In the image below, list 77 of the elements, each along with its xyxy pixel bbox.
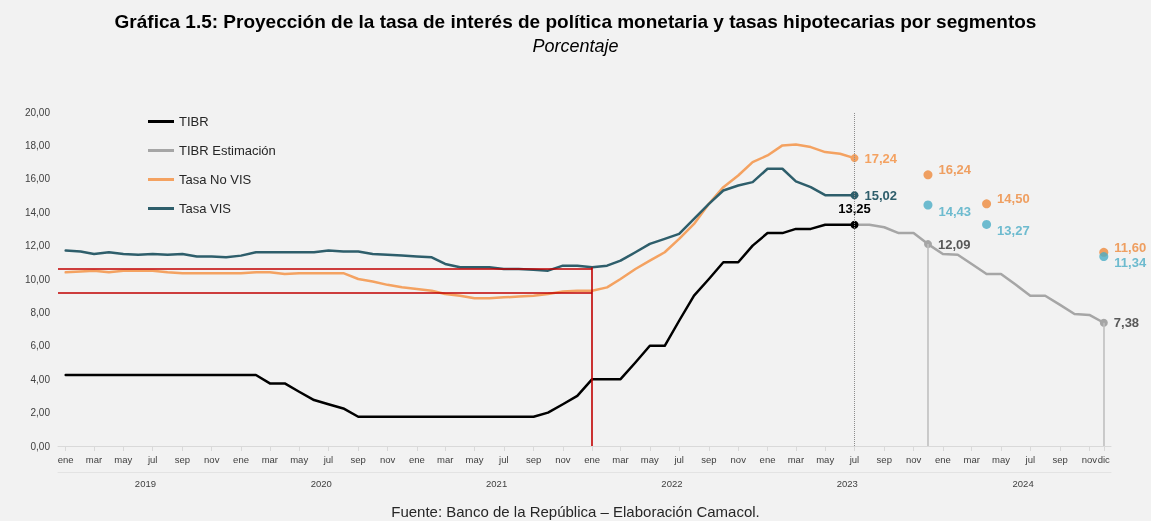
legend-label: Tasa VIS [179,201,232,216]
x-tick-label: may [114,453,133,465]
x-tick-label: nov [730,453,747,465]
x-tick-label: jul [673,453,684,465]
x2-tick-label: 2021 [486,477,508,489]
x-tick-label: jul [1024,453,1036,465]
x-tick-label: ene [408,453,425,465]
data-label: 17,24 [864,150,898,166]
x-tick-label: may [465,453,484,465]
x-tick-label: may [640,453,660,465]
x-tick-label: sep [350,453,366,465]
x-tick-label: mar [612,453,629,465]
x-tick-label: mar [963,453,980,465]
x-tick-label: sep [174,453,191,465]
x-tick-label: mar [85,453,103,465]
data-label: 14,50 [997,191,1030,207]
point [982,199,992,209]
x2-tick-label: 2024 [1012,477,1034,489]
y-tick-label: 6,00 [30,340,51,352]
x-tick-label: ene [233,453,249,465]
x-tick-label: sep [876,453,892,465]
x-tick-label: sep [1052,453,1068,465]
x-tick-label: dic [1097,453,1111,465]
x-tick-label: nov [905,453,922,465]
x-tick-label: jul [498,453,509,465]
data-label: 14,43 [938,203,972,219]
y-tick-label: 20,00 [24,106,51,118]
point [1099,252,1109,262]
x-tick-label: nov [1081,453,1098,465]
x-tick-label: nov [379,453,396,465]
data-label: 16,24 [938,162,972,178]
data-label: 15,02 [864,187,898,203]
data-label: 7,38 [1113,315,1140,331]
x-tick-label: sep [701,453,717,465]
data-label: 11,34 [1114,255,1147,271]
x-tick-label: may [290,453,309,465]
source-note: Fuente: Banco de la República – Elaboración Camacol. [391,503,760,520]
legend-label: TIBR Estimación [179,143,276,158]
x-tick-label: mar [437,453,454,465]
x-tick-label: jul [146,453,158,465]
x2-tick-label: 2019 [134,477,156,489]
x-tick-label: ene [584,453,601,465]
y-tick-label: 2,00 [30,407,51,419]
x-tick-label: jul [848,453,860,465]
point [923,200,933,210]
x-tick-label: may [992,453,1011,465]
y-tick-label: 14,00 [24,206,51,218]
chart-title: Gráfica 1.5: Proyección de la tasa de interés de política monetaria y tasas hipotecarias por segmentos [114,10,1037,32]
data-label: 12,09 [937,236,971,252]
x2-tick-label: 2020 [310,477,332,489]
point [982,219,992,229]
data-label: 11,60 [1114,239,1147,255]
x-tick-label: nov [204,453,220,465]
x-tick-label: ene [934,453,951,465]
y-tick-label: 18,00 [24,139,51,151]
x2-tick-label: 2022 [661,477,683,489]
point [923,170,933,180]
x-tick-label: ene [57,453,74,465]
data-label: 13,25 [838,200,871,216]
x-tick-label: nov [555,453,571,465]
x-tick-label: may [816,453,835,465]
data-label: 13,27 [997,222,1030,238]
y-tick-label: 0,00 [30,440,51,452]
x-tick-label: jul [322,453,334,465]
legend-label: Tasa No VIS [179,172,252,187]
chart-subtitle: Porcentaje [532,36,619,56]
x-tick-label: mar [787,453,805,465]
y-tick-label: 8,00 [30,306,51,318]
y-tick-label: 4,00 [30,373,51,385]
x2-tick-label: 2023 [836,477,858,489]
x-tick-label: sep [525,453,542,465]
x-tick-label: ene [759,453,776,465]
y-tick-label: 12,00 [24,240,51,252]
legend-label: TIBR [179,114,209,129]
x-tick-label: mar [261,453,279,465]
y-tick-label: 16,00 [24,173,51,185]
y-tick-label: 10,00 [24,273,51,285]
